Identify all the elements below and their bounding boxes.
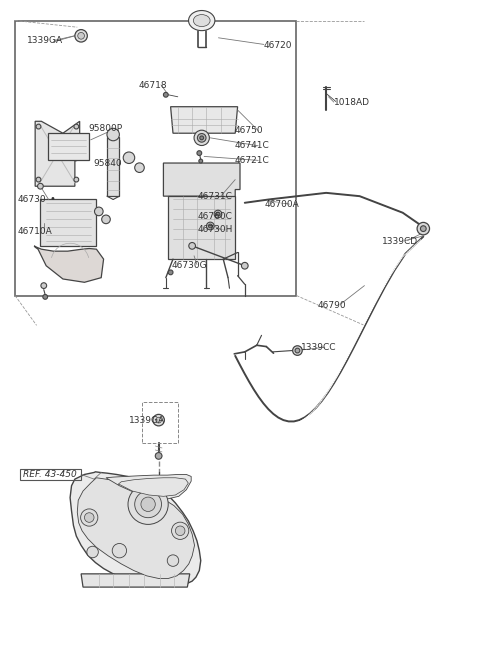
Text: 1339CD: 1339CD [382, 238, 418, 246]
Polygon shape [35, 122, 80, 186]
Ellipse shape [293, 346, 302, 355]
Text: 46718: 46718 [139, 81, 167, 90]
Polygon shape [118, 478, 188, 496]
Ellipse shape [199, 159, 203, 163]
Polygon shape [81, 574, 190, 587]
Text: 1339GA: 1339GA [27, 36, 63, 45]
Polygon shape [163, 163, 240, 206]
Ellipse shape [156, 453, 162, 459]
Ellipse shape [206, 222, 214, 230]
Ellipse shape [128, 484, 168, 525]
Text: REF. 43-450: REF. 43-450 [23, 470, 76, 479]
Text: 1339CC: 1339CC [301, 343, 337, 352]
Ellipse shape [36, 177, 41, 182]
Ellipse shape [87, 546, 98, 558]
Ellipse shape [194, 130, 209, 145]
Bar [15, 21, 297, 295]
Text: 46730G: 46730G [171, 261, 207, 270]
Text: 46720: 46720 [264, 41, 292, 50]
Ellipse shape [163, 92, 168, 97]
Ellipse shape [295, 348, 300, 353]
Bar [20, 469, 81, 480]
Ellipse shape [123, 152, 135, 163]
Ellipse shape [175, 526, 185, 536]
Bar [142, 402, 178, 443]
Ellipse shape [417, 222, 430, 235]
Text: 46760C: 46760C [198, 212, 233, 221]
Ellipse shape [167, 555, 179, 566]
Text: 46730: 46730 [18, 195, 47, 204]
Ellipse shape [216, 212, 220, 216]
Ellipse shape [81, 509, 98, 526]
Ellipse shape [197, 151, 202, 155]
Ellipse shape [37, 183, 43, 189]
Polygon shape [40, 199, 96, 246]
Polygon shape [107, 137, 120, 196]
Ellipse shape [189, 11, 215, 31]
Text: 46700A: 46700A [265, 200, 300, 208]
Ellipse shape [135, 163, 144, 173]
Text: 95840: 95840 [93, 159, 122, 168]
Ellipse shape [135, 491, 161, 518]
Ellipse shape [141, 497, 156, 511]
Text: 95800P: 95800P [88, 124, 122, 133]
Ellipse shape [153, 414, 164, 426]
Text: 46710A: 46710A [18, 227, 53, 236]
Ellipse shape [36, 124, 41, 129]
Ellipse shape [75, 30, 87, 42]
Ellipse shape [156, 417, 161, 423]
Ellipse shape [189, 242, 195, 249]
Polygon shape [77, 478, 194, 578]
Ellipse shape [200, 136, 204, 139]
Ellipse shape [78, 33, 84, 39]
Ellipse shape [112, 543, 127, 558]
Ellipse shape [107, 128, 120, 141]
Ellipse shape [193, 15, 210, 27]
Text: 46741C: 46741C [234, 141, 269, 150]
Ellipse shape [95, 207, 103, 216]
Polygon shape [106, 475, 191, 499]
Ellipse shape [241, 262, 248, 269]
Ellipse shape [102, 215, 110, 224]
Ellipse shape [84, 513, 94, 523]
Ellipse shape [171, 522, 189, 539]
Polygon shape [168, 196, 235, 259]
Text: 46731C: 46731C [198, 192, 233, 201]
Text: 1018AD: 1018AD [334, 98, 370, 107]
Text: 46721C: 46721C [234, 156, 269, 165]
Polygon shape [34, 246, 104, 282]
Polygon shape [70, 472, 201, 586]
Text: 1339GA: 1339GA [129, 416, 165, 424]
Ellipse shape [208, 224, 212, 228]
Polygon shape [48, 133, 89, 160]
Ellipse shape [41, 283, 47, 288]
Ellipse shape [168, 270, 173, 275]
Ellipse shape [74, 177, 79, 182]
Text: •: • [49, 195, 55, 205]
Ellipse shape [43, 295, 48, 299]
Ellipse shape [420, 226, 426, 232]
Polygon shape [170, 107, 238, 133]
Text: 46750: 46750 [234, 126, 263, 135]
Ellipse shape [214, 210, 222, 218]
Text: 46730H: 46730H [198, 225, 233, 234]
Ellipse shape [74, 124, 79, 129]
Ellipse shape [197, 133, 206, 142]
Text: 46790: 46790 [318, 301, 346, 310]
